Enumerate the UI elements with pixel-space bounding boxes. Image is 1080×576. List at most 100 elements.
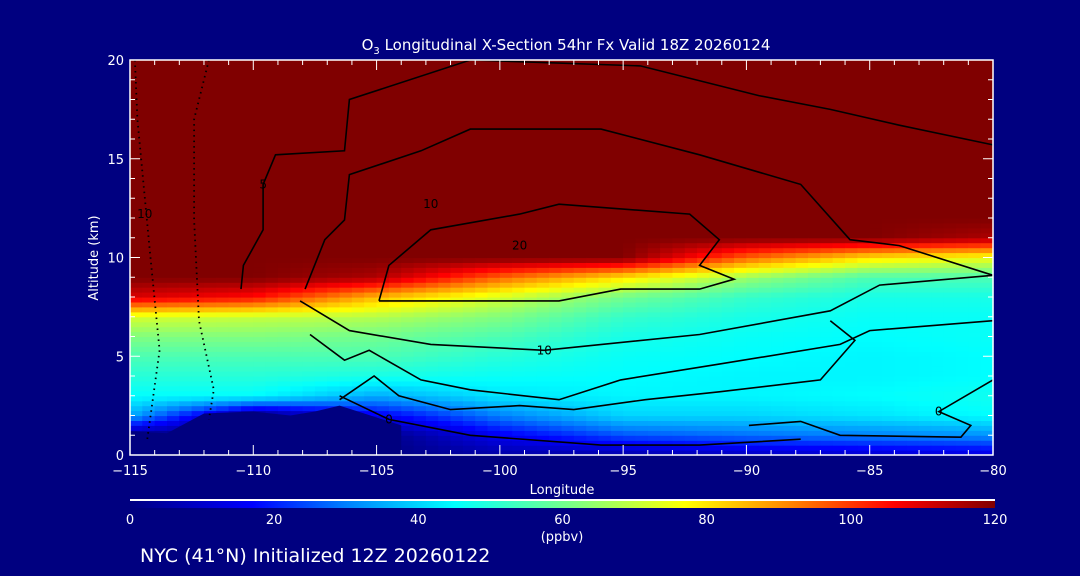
heatmap-cell <box>364 178 378 184</box>
heatmap-cell <box>697 292 710 298</box>
heatmap-cell <box>586 415 600 421</box>
heatmap-cell <box>721 188 735 194</box>
heatmap-cell <box>351 385 365 392</box>
heatmap-cell <box>536 109 550 115</box>
heatmap-cell <box>832 218 846 224</box>
heatmap-cell <box>672 297 686 303</box>
heatmap-cell <box>820 415 834 421</box>
heatmap-cell <box>142 326 156 333</box>
heatmap-cell <box>487 124 501 130</box>
heatmap-cell <box>684 262 698 268</box>
heatmap-cell <box>191 232 205 239</box>
heatmap-cell <box>241 89 254 96</box>
heatmap-cell <box>487 292 501 298</box>
heatmap-cell <box>734 188 747 194</box>
heatmap-cell <box>832 311 846 318</box>
heatmap-cell <box>228 331 242 338</box>
heatmap-cell <box>228 341 242 347</box>
heatmap-cell <box>376 84 390 91</box>
heatmap-cell <box>586 277 600 283</box>
heatmap-cell <box>869 222 883 229</box>
heatmap-cell <box>376 292 390 298</box>
heatmap-cell <box>820 163 834 170</box>
heatmap-cell <box>684 203 698 209</box>
heatmap-cell <box>623 178 636 184</box>
heatmap-cell <box>475 425 489 431</box>
heatmap-cell <box>660 89 673 96</box>
heatmap-cell <box>623 143 636 150</box>
heatmap-cell <box>795 400 809 407</box>
heatmap-cell <box>216 272 230 278</box>
heatmap-cell <box>845 148 858 155</box>
heatmap-cell <box>450 232 464 239</box>
heatmap-cell <box>438 99 452 105</box>
heatmap-cell <box>783 277 797 283</box>
heatmap-cell <box>327 297 341 303</box>
heatmap-cell <box>425 440 439 446</box>
heatmap-cell <box>721 410 735 417</box>
heatmap-cell <box>869 178 883 184</box>
heatmap-cell <box>857 440 871 446</box>
heatmap-cell <box>635 272 649 278</box>
heatmap-cell <box>388 60 402 66</box>
heatmap-cell <box>845 163 858 170</box>
heatmap-cell <box>586 60 600 66</box>
heatmap-cell <box>536 405 550 412</box>
heatmap-cell <box>216 336 230 342</box>
heatmap-cell <box>487 168 501 175</box>
heatmap-cell <box>228 297 242 303</box>
heatmap-cell <box>290 222 304 229</box>
heatmap-cell <box>894 371 908 377</box>
heatmap-cell <box>882 178 895 184</box>
heatmap-cell <box>277 346 291 352</box>
heatmap-cell <box>598 168 612 175</box>
heatmap-cell <box>277 84 291 91</box>
heatmap-cell <box>277 267 291 273</box>
heatmap-cell <box>142 139 156 145</box>
heatmap-cell <box>524 74 538 81</box>
heatmap-cell <box>376 213 390 219</box>
heatmap-cell <box>204 341 217 347</box>
heatmap-cell <box>771 60 784 66</box>
heatmap-cell <box>808 371 821 377</box>
heatmap-cell <box>684 257 698 263</box>
heatmap-cell <box>623 227 636 234</box>
heatmap-cell <box>179 237 193 244</box>
heatmap-cell <box>290 203 304 209</box>
heatmap-cell <box>610 410 624 417</box>
heatmap-cell <box>228 134 242 140</box>
heatmap-cell <box>746 247 760 254</box>
heatmap-cell <box>204 385 217 392</box>
heatmap-cell <box>869 301 883 308</box>
heatmap-cell <box>204 395 217 402</box>
heatmap-cell <box>672 143 686 150</box>
heatmap-cell <box>425 129 439 135</box>
heatmap-cell <box>734 415 747 421</box>
heatmap-cell <box>327 326 341 333</box>
heatmap-cell <box>376 376 390 382</box>
heatmap-cell <box>388 326 402 333</box>
heatmap-cell <box>351 346 365 352</box>
heatmap-cell <box>450 351 464 357</box>
heatmap-cell <box>475 410 489 417</box>
heatmap-cell <box>475 292 489 298</box>
heatmap-cell <box>697 346 710 352</box>
heatmap-cell <box>857 94 871 101</box>
heatmap-cell <box>536 435 550 441</box>
heatmap-cell <box>388 158 402 165</box>
heatmap-cell <box>598 445 612 451</box>
heatmap-cell <box>783 331 797 338</box>
heatmap-cell <box>623 183 636 189</box>
heatmap-cell <box>314 69 328 76</box>
heatmap-cell <box>216 213 230 219</box>
heatmap-cell <box>191 188 205 194</box>
heatmap-cell <box>721 445 735 451</box>
heatmap-cell <box>450 173 464 180</box>
heatmap-cell <box>573 163 587 170</box>
heatmap-cell <box>241 94 254 101</box>
heatmap-cell <box>672 351 686 357</box>
heatmap-cell <box>179 277 193 283</box>
heatmap-cell <box>425 84 439 91</box>
heatmap-cell <box>647 213 661 219</box>
heatmap-cell <box>364 129 378 135</box>
